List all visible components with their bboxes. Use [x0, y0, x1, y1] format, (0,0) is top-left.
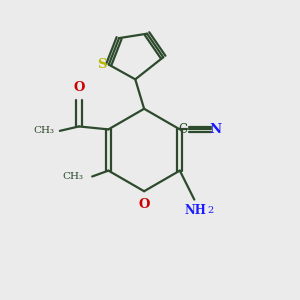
- Text: CH₃: CH₃: [33, 126, 54, 135]
- Text: C: C: [178, 123, 187, 136]
- Text: O: O: [73, 81, 85, 94]
- Text: 2: 2: [207, 206, 214, 215]
- Text: O: O: [138, 198, 150, 211]
- Text: S: S: [98, 58, 107, 70]
- Text: CH₃: CH₃: [62, 172, 83, 181]
- Text: NH: NH: [185, 204, 207, 217]
- Text: N: N: [209, 123, 221, 136]
